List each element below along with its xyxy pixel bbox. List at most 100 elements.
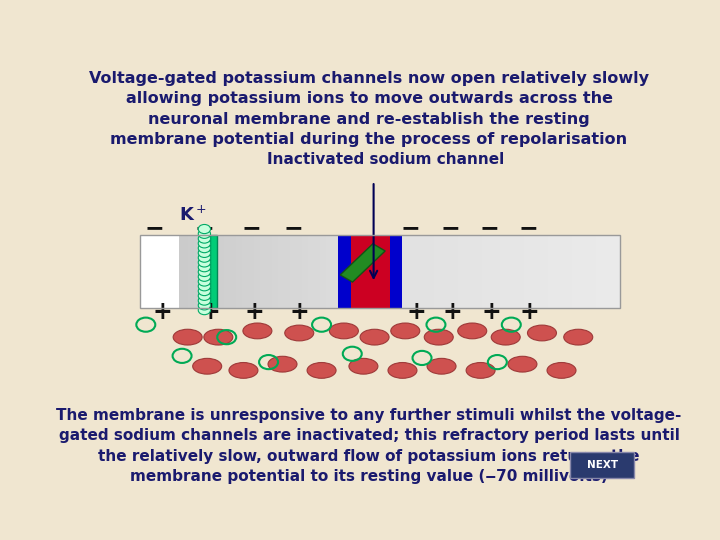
Bar — [338, 235, 351, 308]
Ellipse shape — [243, 323, 272, 339]
Bar — [210, 235, 217, 308]
Ellipse shape — [307, 362, 336, 379]
Circle shape — [198, 272, 210, 281]
Bar — [248, 235, 256, 308]
Text: −: − — [401, 216, 420, 240]
Bar — [410, 235, 418, 308]
Circle shape — [198, 287, 210, 295]
Text: K$^+$: K$^+$ — [179, 206, 207, 225]
Bar — [278, 235, 285, 308]
Bar — [260, 235, 267, 308]
Bar — [200, 235, 207, 308]
Bar — [212, 235, 220, 308]
Ellipse shape — [193, 359, 222, 374]
Circle shape — [198, 291, 210, 300]
Ellipse shape — [391, 323, 420, 339]
Ellipse shape — [547, 362, 576, 379]
Bar — [218, 235, 225, 308]
Bar — [392, 235, 400, 308]
Bar — [362, 235, 369, 308]
Ellipse shape — [360, 329, 389, 345]
Circle shape — [198, 244, 210, 253]
Bar — [338, 235, 346, 308]
Circle shape — [198, 306, 210, 315]
Bar — [584, 235, 591, 308]
Bar — [482, 235, 490, 308]
Bar — [566, 235, 573, 308]
Bar — [464, 235, 472, 308]
Bar — [188, 235, 195, 308]
Ellipse shape — [424, 329, 454, 345]
Text: −: − — [479, 216, 499, 240]
Bar — [572, 235, 579, 308]
Bar — [512, 235, 519, 308]
Bar — [590, 235, 597, 308]
Bar — [206, 235, 213, 308]
Bar — [374, 235, 382, 308]
Bar — [608, 235, 615, 308]
Circle shape — [198, 234, 210, 243]
Bar — [170, 235, 177, 308]
Bar — [434, 235, 441, 308]
Ellipse shape — [491, 329, 521, 345]
Circle shape — [198, 296, 210, 305]
Ellipse shape — [466, 362, 495, 379]
Bar — [351, 235, 390, 308]
Bar — [236, 235, 243, 308]
Bar — [254, 235, 261, 308]
Text: Voltage-gated potassium channels now open relatively slowly
allowing potassium i: Voltage-gated potassium channels now ope… — [89, 71, 649, 147]
Bar — [314, 235, 321, 308]
Circle shape — [198, 253, 210, 262]
Bar — [302, 235, 310, 308]
FancyBboxPatch shape — [570, 452, 634, 478]
Bar — [320, 235, 328, 308]
Bar — [296, 235, 303, 308]
Bar — [341, 244, 385, 282]
Text: +: + — [245, 300, 264, 324]
Bar — [446, 235, 454, 308]
Bar — [158, 235, 166, 308]
Bar — [470, 235, 477, 308]
Bar — [452, 235, 459, 308]
Text: +: + — [289, 300, 309, 324]
Text: +: + — [482, 300, 502, 324]
Circle shape — [198, 267, 210, 276]
Circle shape — [198, 277, 210, 286]
Bar — [500, 235, 508, 308]
Text: −: − — [440, 216, 460, 240]
Bar — [344, 235, 351, 308]
Bar — [578, 235, 585, 308]
Text: +: + — [520, 300, 539, 324]
Circle shape — [198, 225, 210, 234]
Text: −: − — [284, 216, 304, 240]
Ellipse shape — [229, 362, 258, 379]
Circle shape — [198, 262, 210, 272]
Bar — [476, 235, 483, 308]
Bar — [554, 235, 561, 308]
Ellipse shape — [349, 359, 378, 374]
Bar — [390, 235, 402, 308]
Ellipse shape — [528, 325, 557, 341]
Bar — [488, 235, 495, 308]
Text: −: − — [242, 216, 261, 240]
Bar — [176, 235, 184, 308]
Circle shape — [198, 230, 210, 238]
Bar — [494, 235, 501, 308]
Text: +: + — [200, 300, 220, 324]
Text: The membrane is unresponsive to any further stimuli whilst the voltage-
gated so: The membrane is unresponsive to any furt… — [56, 408, 682, 484]
Bar — [332, 235, 339, 308]
Bar — [199, 235, 205, 308]
Bar — [422, 235, 429, 308]
Bar — [398, 235, 405, 308]
Circle shape — [198, 248, 210, 258]
Bar — [458, 235, 465, 308]
Bar — [224, 235, 231, 308]
Bar — [440, 235, 447, 308]
Text: +: + — [153, 300, 172, 324]
Ellipse shape — [564, 329, 593, 345]
Bar — [542, 235, 549, 308]
Bar — [284, 235, 292, 308]
Text: −: − — [194, 216, 215, 240]
Text: +: + — [407, 300, 426, 324]
Ellipse shape — [204, 329, 233, 345]
